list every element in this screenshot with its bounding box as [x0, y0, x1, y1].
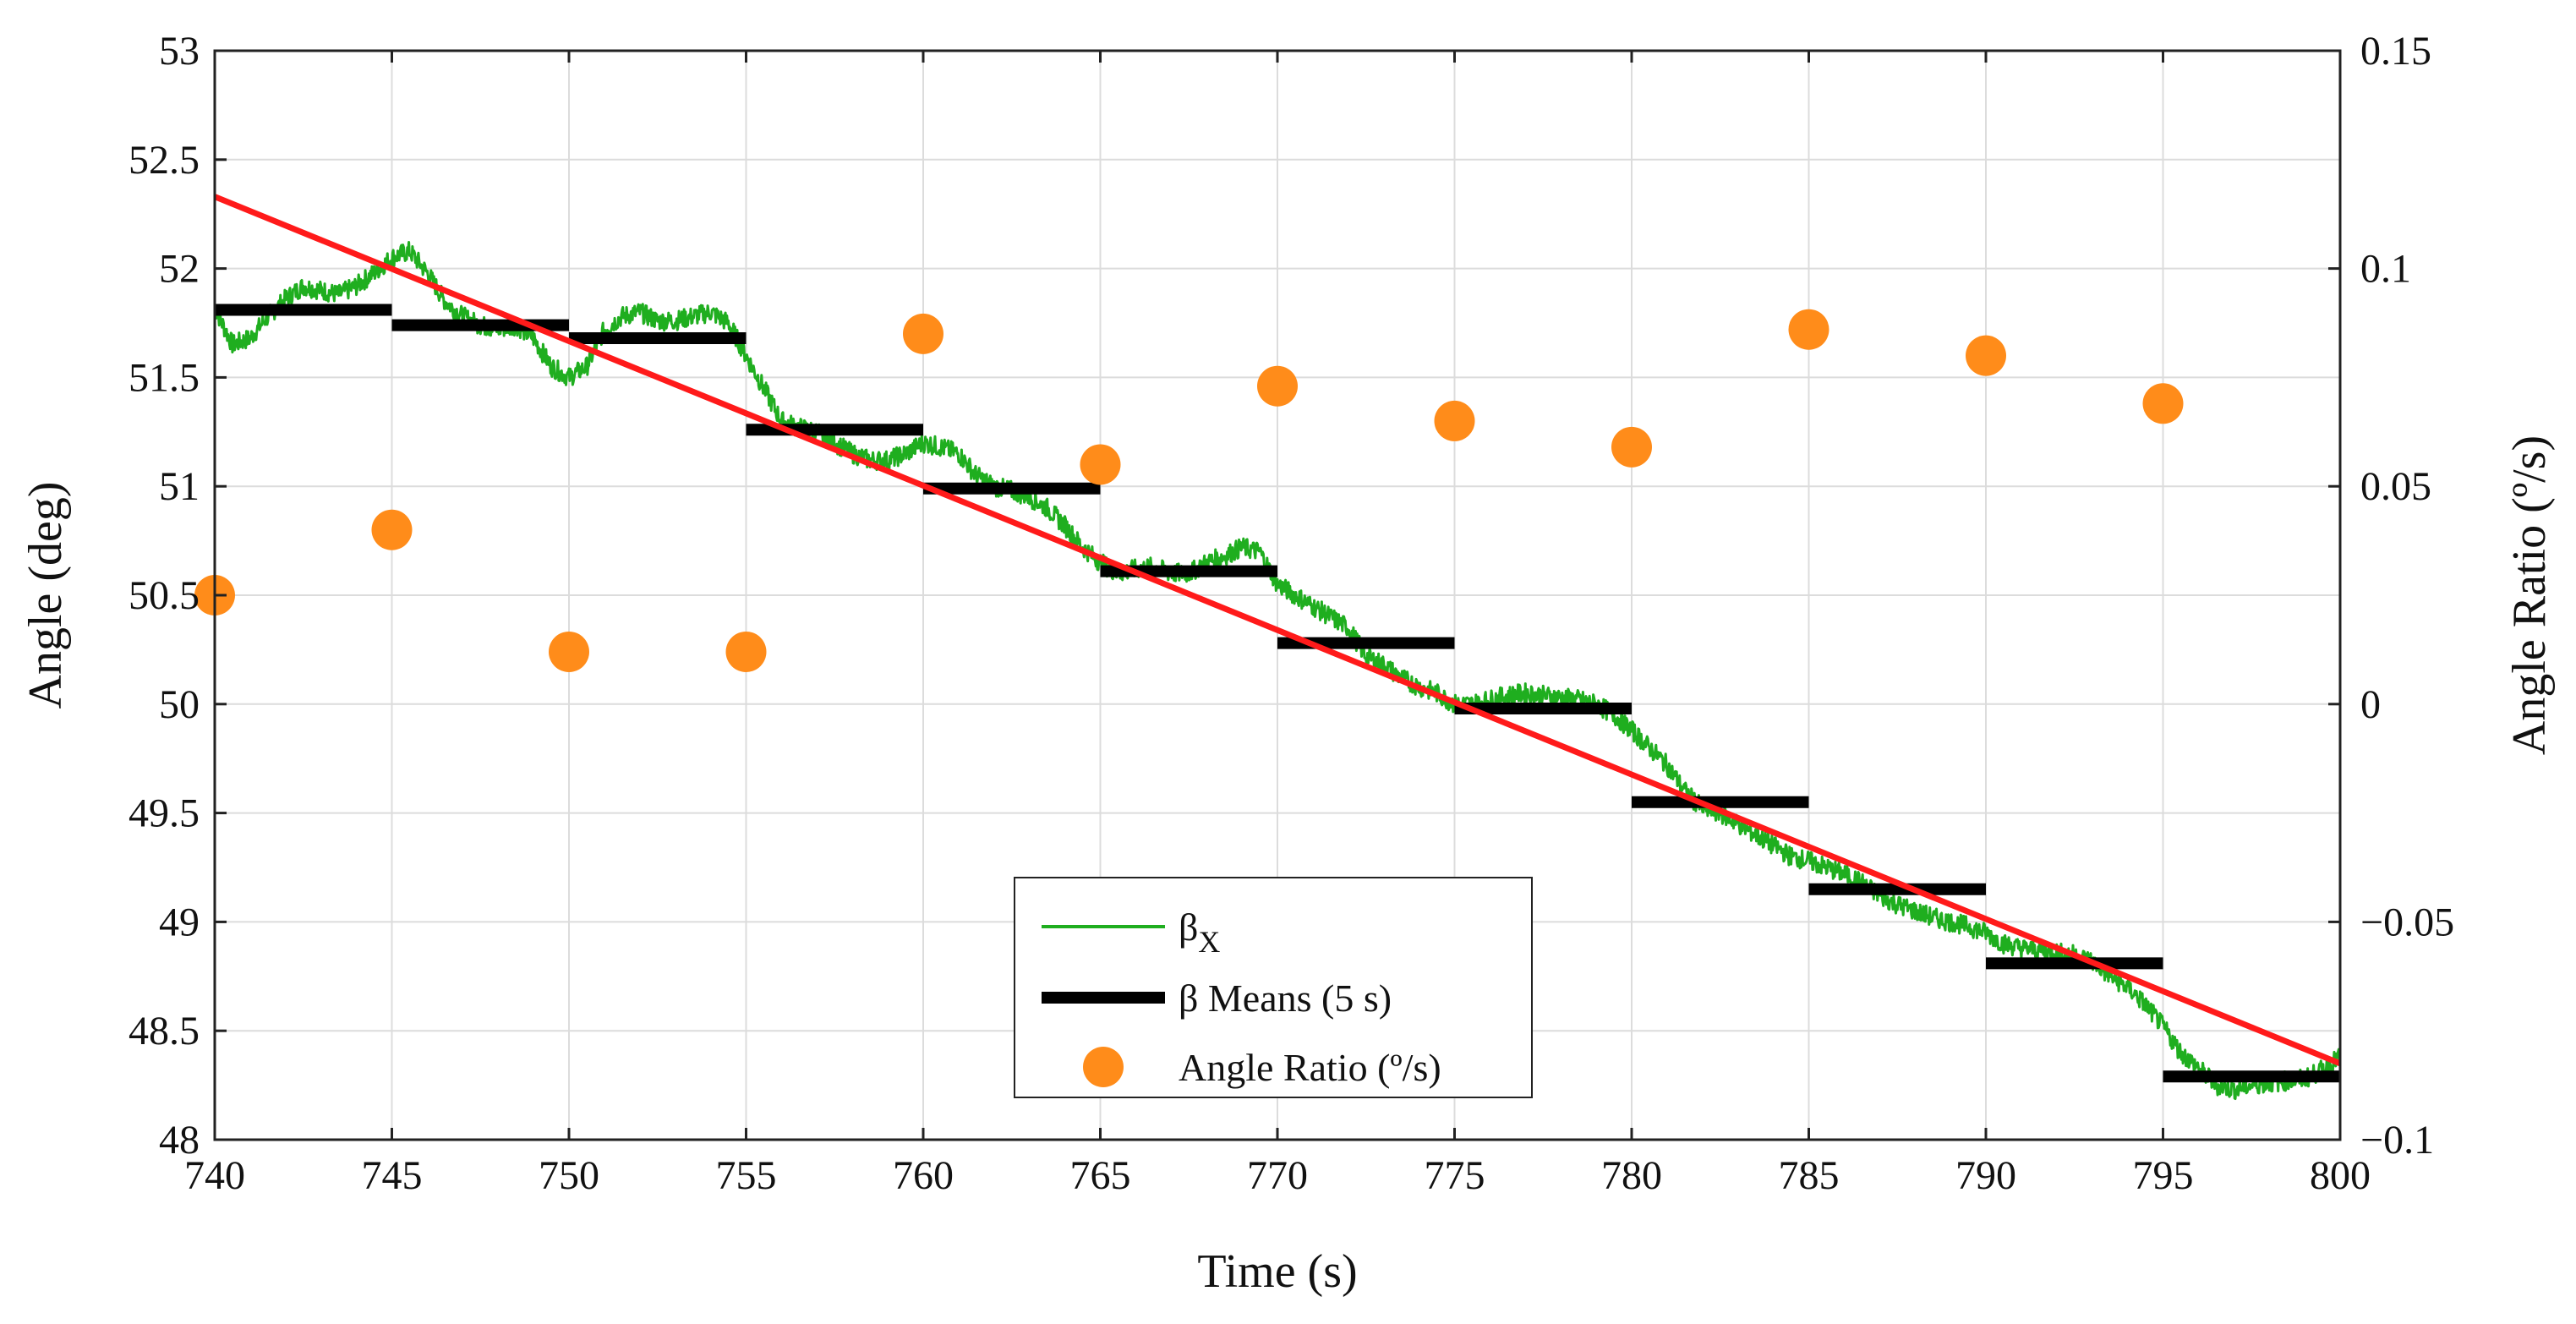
x-tick-label-12: 800 [2310, 1153, 2371, 1198]
x-tick-label-11: 795 [2133, 1153, 2194, 1198]
y-tick-label-7: 51.5 [129, 355, 200, 400]
y2-tick-label-2: 0 [2360, 682, 2381, 727]
series-beta-line [214, 241, 2342, 1101]
trend-line [213, 194, 2342, 1067]
legend-label-beta-main: β [1179, 905, 1198, 949]
y-tick-label-1: 48.5 [129, 1009, 200, 1053]
x-tick-label-9: 785 [1779, 1153, 1840, 1198]
y-tick-label-10: 53 [159, 29, 200, 74]
legend-label-beta: βX [1179, 905, 1220, 959]
x-axis-ticks: 740 745 750 755 760 765 770 775 780 785 790 795 800 [184, 51, 2371, 1198]
y-tick-label-6: 51 [159, 464, 200, 509]
ratio-point-6 [1257, 365, 1298, 407]
x-tick-label-6: 770 [1247, 1153, 1308, 1198]
x-tick-label-2: 750 [539, 1153, 599, 1198]
x-tick-label-8: 780 [1601, 1153, 1662, 1198]
x-tick-label-10: 790 [1955, 1153, 2016, 1198]
legend-label-ratio: Angle Ratio (º/s) [1179, 1046, 1441, 1089]
ratio-point-11 [2142, 383, 2184, 424]
ratio-point-4 [903, 313, 943, 354]
ratio-point-5 [1080, 444, 1121, 485]
legend: βX β Means (5 s) Angle Ratio (º/s) [1014, 877, 1533, 1098]
ratio-point-7 [1434, 400, 1475, 441]
y-tick-label-2: 49 [159, 900, 200, 944]
right-axis-label: Angle Ratio (º/s) [2503, 435, 2556, 755]
ratio-point-2 [549, 631, 589, 672]
y-tick-label-5: 50.5 [129, 573, 200, 618]
legend-label-beta-subscript: X [1198, 925, 1220, 959]
y2-tick-label-3: 0.05 [2360, 464, 2431, 509]
legend-label-means: β Means (5 s) [1179, 977, 1392, 1020]
y2-tick-label-5: 0.15 [2360, 29, 2431, 74]
x-axis-label: Time (s) [1197, 1245, 1357, 1298]
y2-tick-label-4: 0.1 [2360, 247, 2411, 292]
y2-tick-label-0: −0.1 [2360, 1118, 2434, 1163]
ratio-point-3 [725, 631, 767, 672]
left-axis-ticks: 48 48.5 49 49.5 50 50.5 51 51.5 52 52.5 53 [129, 29, 227, 1163]
ratio-point-9 [1788, 309, 1829, 350]
x-tick-label-0: 740 [184, 1153, 245, 1198]
ratio-point-8 [1611, 426, 1652, 468]
y-tick-label-4: 50 [159, 682, 200, 727]
x-tick-label-1: 745 [362, 1153, 423, 1198]
x-tick-label-7: 775 [1425, 1153, 1485, 1198]
y-tick-label-3: 49.5 [129, 791, 200, 836]
x-tick-label-4: 760 [893, 1153, 954, 1198]
x-tick-label-3: 755 [716, 1153, 777, 1198]
y2-tick-label-1: −0.05 [2360, 900, 2454, 944]
left-axis-label: Angle (deg) [19, 481, 72, 709]
ratio-point-10 [1966, 335, 2006, 376]
x-tick-label-5: 765 [1070, 1153, 1131, 1198]
y-tick-label-9: 52.5 [129, 138, 200, 183]
y-tick-label-0: 48 [159, 1118, 200, 1163]
legend-swatch-ratio [1083, 1047, 1124, 1087]
right-axis-ticks: −0.1 −0.05 0 0.05 0.1 0.15 [2328, 29, 2454, 1163]
y-tick-label-8: 52 [159, 247, 200, 292]
plot-series [194, 194, 2342, 1101]
ratio-point-1 [371, 509, 413, 550]
